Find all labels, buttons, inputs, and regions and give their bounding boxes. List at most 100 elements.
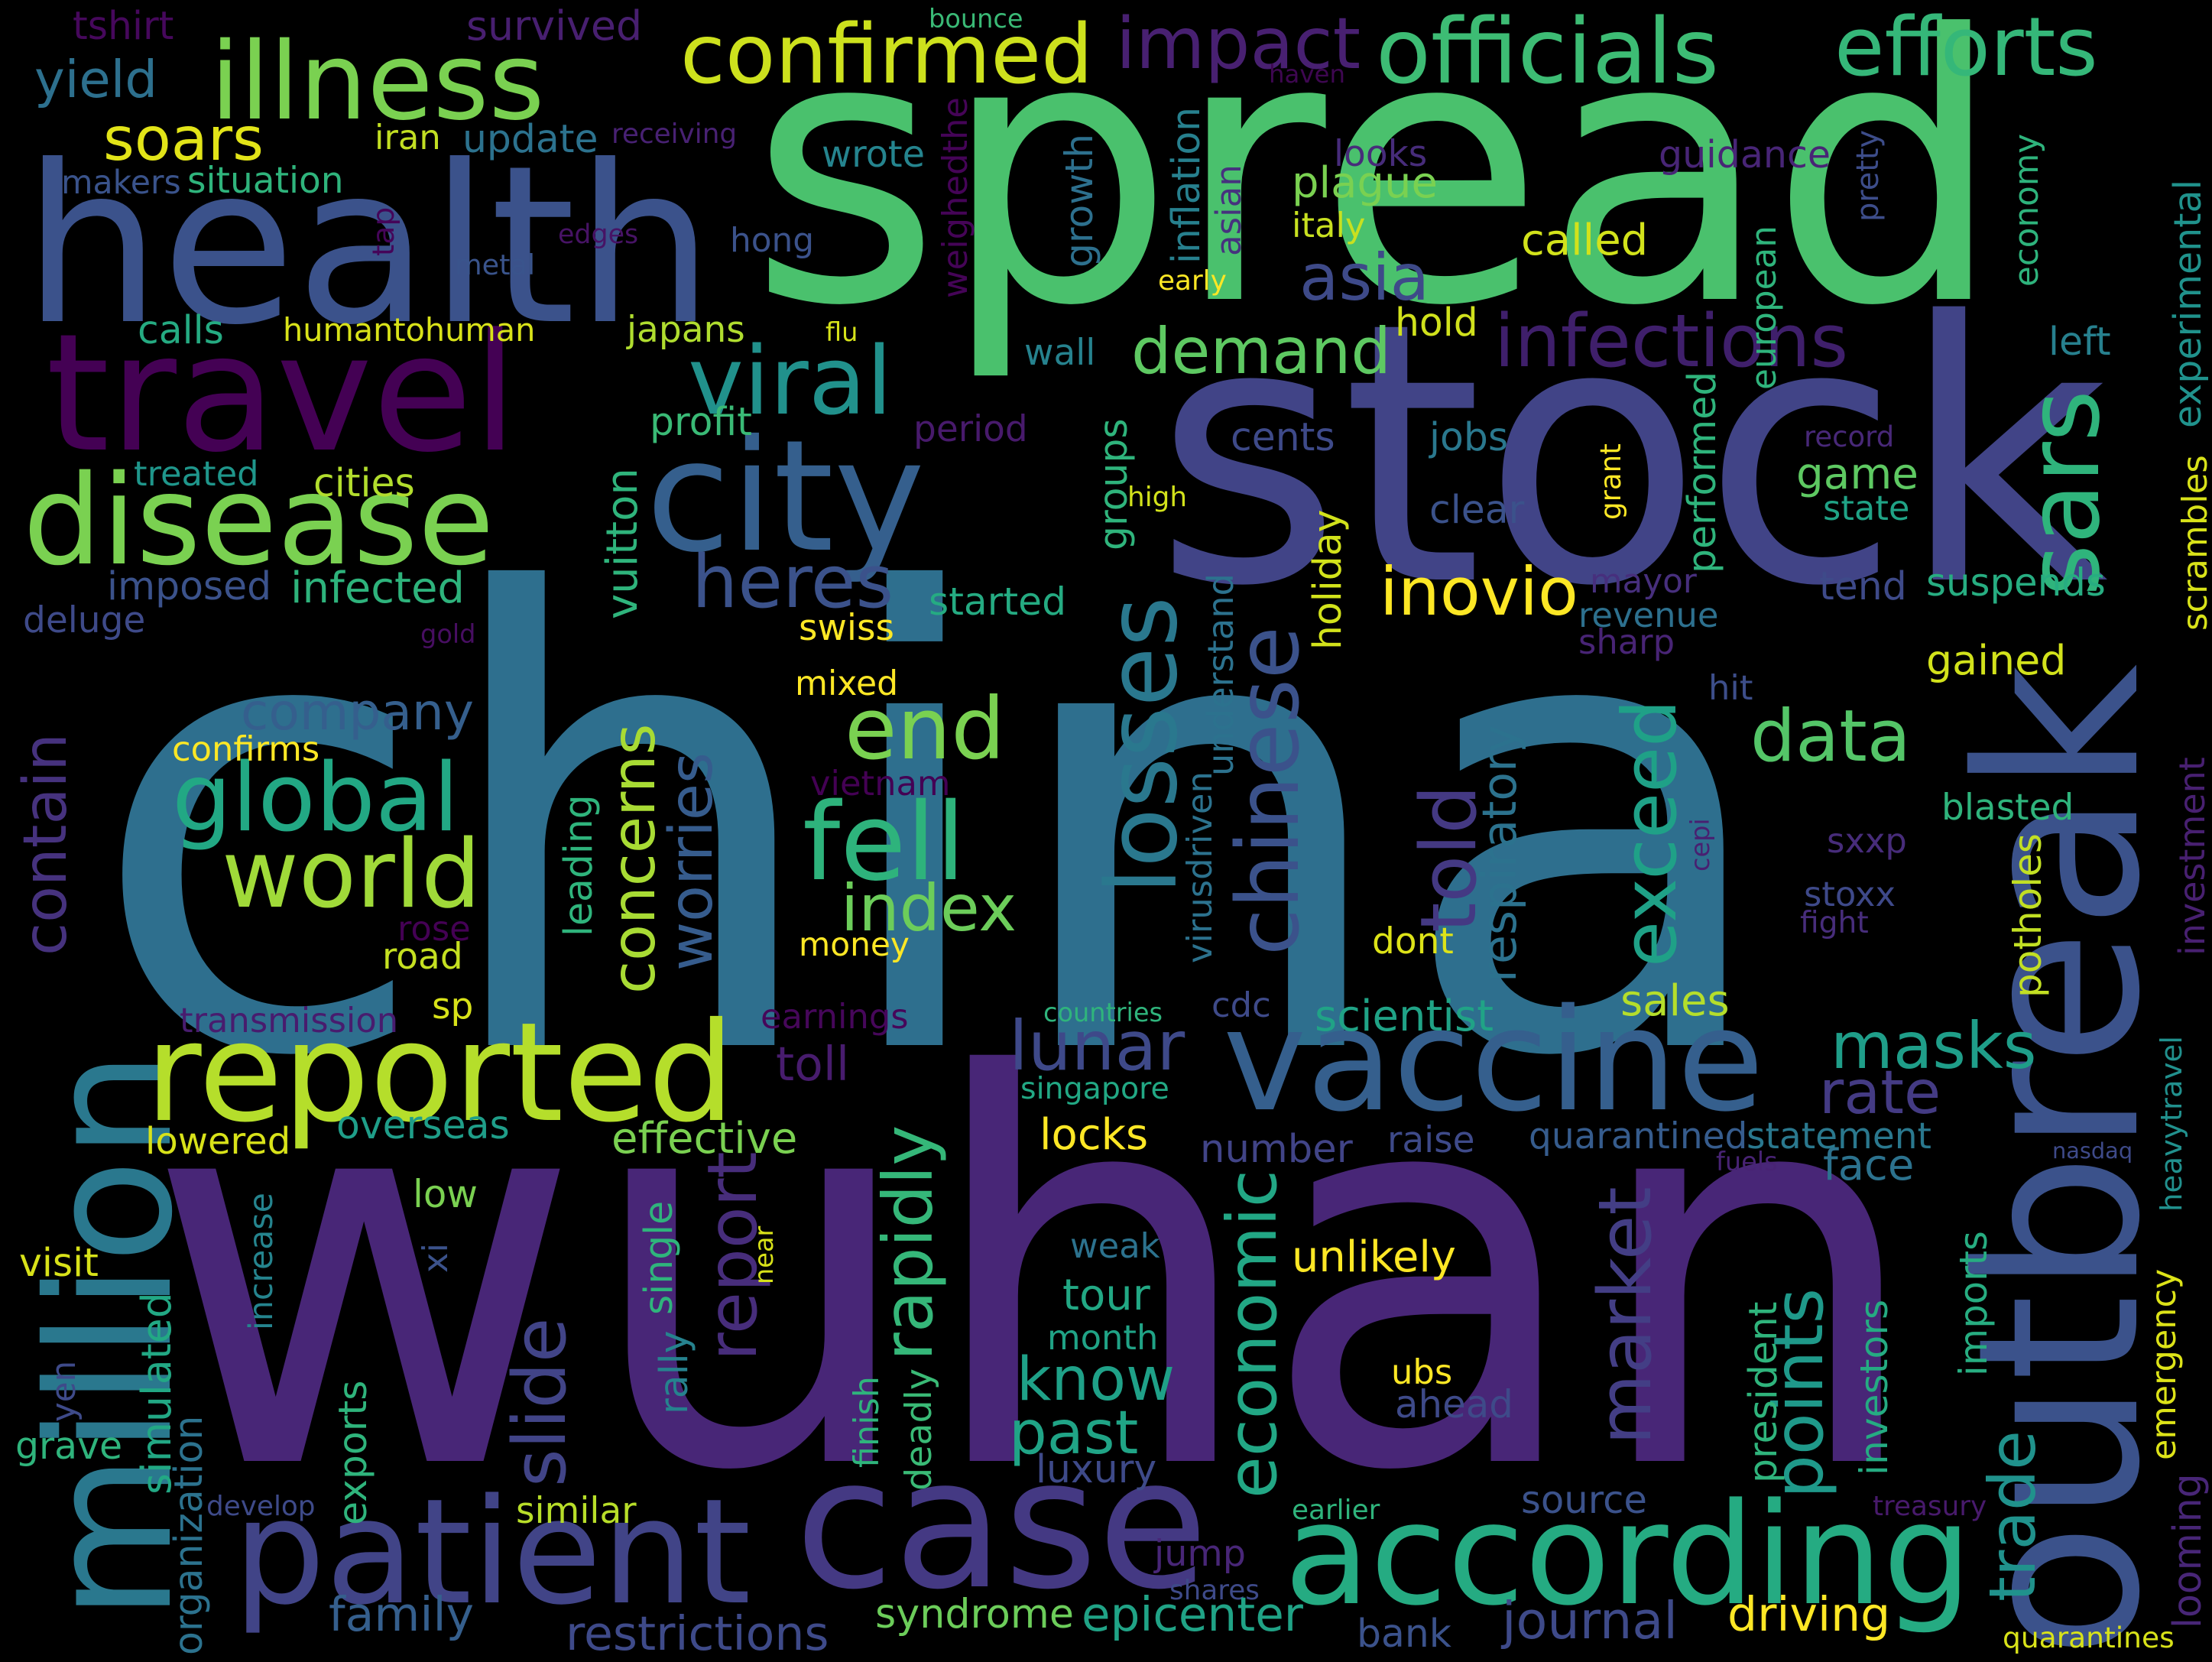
word-case: case — [795, 1420, 1208, 1630]
word-heavytravel: heavytravel — [2155, 1035, 2190, 1212]
word-fight: fight — [1800, 905, 1869, 940]
word-scrambles: scrambles — [2175, 455, 2212, 631]
word-finish: finish — [847, 1376, 887, 1468]
word-game: game — [1796, 449, 1918, 499]
word-grant: grant — [1593, 443, 1627, 520]
word-develop: develop — [206, 1491, 316, 1523]
word-yield: yield — [34, 50, 158, 110]
word-hit: hit — [1708, 667, 1753, 708]
word-grave: grave — [15, 1424, 123, 1469]
word-cepi: cepi — [1685, 818, 1716, 872]
word-rose: rose — [397, 907, 471, 949]
word-humantohuman: humantohuman — [283, 311, 536, 349]
word-makers: makers — [61, 163, 181, 202]
word-started: started — [929, 579, 1067, 625]
word-investors: investors — [1851, 1299, 1897, 1475]
word-wrote: wrote — [822, 133, 926, 176]
word-driving: driving — [1727, 1586, 1891, 1642]
word-city: city — [646, 407, 926, 587]
word-emergency: emergency — [2145, 1268, 2184, 1460]
word-experimental: experimental — [2166, 179, 2210, 428]
word-survived: survived — [466, 2, 643, 50]
word-similar: similar — [516, 1489, 637, 1532]
word-impact: impact — [1116, 2, 1361, 85]
word-vaccine: vaccine — [1223, 978, 1764, 1144]
word-potholes: potholes — [2005, 833, 2050, 998]
word-tend: tend — [1819, 563, 1907, 609]
word-journal: journal — [1502, 1590, 1678, 1651]
word-cities: cities — [313, 460, 415, 506]
word-respiratory: respiratory — [1471, 725, 1527, 982]
word-slide: slide — [498, 1317, 582, 1487]
word-imports: imports — [1951, 1231, 1996, 1376]
word-fuels: fuels — [1716, 1147, 1778, 1177]
word-disease: disease — [23, 449, 495, 594]
word-source: source — [1521, 1477, 1648, 1522]
word-iran: iran — [375, 116, 441, 157]
word-cdc: cdc — [1211, 984, 1271, 1025]
word-dont: dont — [1372, 920, 1454, 962]
word-imposed: imposed — [107, 563, 272, 609]
word-vietnam: vietnam — [810, 762, 951, 803]
word-rally: rally — [651, 1330, 697, 1414]
word-quarantines: quarantines — [2003, 1620, 2175, 1654]
word-singapore: singapore — [1020, 1071, 1169, 1107]
word-soars: soars — [103, 104, 264, 174]
word-single: single — [636, 1200, 682, 1315]
word-deadly: deadly — [897, 1368, 940, 1491]
word-number: number — [1200, 1126, 1353, 1173]
word-profit: profit — [650, 399, 752, 445]
word-demand: demand — [1131, 313, 1391, 388]
word-wuhan: wuhan — [145, 965, 1927, 1588]
word-weighedthe: weighedthe — [934, 97, 975, 298]
word-market: market — [1583, 1186, 1668, 1445]
word-sp: sp — [432, 985, 474, 1027]
word-toll: toll — [776, 1036, 850, 1092]
word-trade: trade — [1974, 1430, 2050, 1602]
word-masks: masks — [1831, 1008, 2037, 1083]
word-world: world — [222, 820, 482, 930]
word-exports: exports — [330, 1380, 376, 1525]
word-asian: asian — [1208, 164, 1249, 256]
word-index: index — [841, 870, 1017, 946]
word-deluge: deluge — [23, 599, 146, 641]
word-guidance: guidance — [1659, 133, 1831, 177]
word-quarantined: quarantined — [1529, 1115, 1748, 1157]
word-bank: bank — [1357, 1611, 1451, 1657]
word-looks: looks — [1334, 132, 1428, 175]
word-month: month — [1047, 1316, 1159, 1358]
word-lunar: lunar — [1009, 1007, 1185, 1087]
word-spread: spread — [749, 0, 2004, 387]
word-hold: hold — [1395, 300, 1478, 346]
word-confirmed: confirmed — [680, 8, 1094, 102]
word-locks: locks — [1040, 1110, 1149, 1160]
word-low: low — [413, 1171, 478, 1216]
word-italy: italy — [1292, 204, 1366, 245]
word-heres: heres — [692, 540, 894, 625]
word-unlikely: unlikely — [1292, 1232, 1456, 1283]
word-president: president — [1740, 1301, 1786, 1483]
word-edges: edges — [558, 219, 639, 251]
word-economic: economic — [1213, 1170, 1293, 1498]
word-earnings: earnings — [761, 995, 909, 1037]
word-xi: xi — [414, 1243, 456, 1273]
word-raise: raise — [1387, 1118, 1475, 1161]
word-exceed: exceed — [1607, 699, 1695, 967]
word-worries: worries — [656, 751, 726, 971]
word-receiving: receiving — [611, 118, 738, 151]
word-performed: performed — [1679, 371, 1725, 573]
word-illness: illness — [210, 19, 545, 144]
word-haven: haven — [1269, 59, 1346, 89]
word-metal: metal — [455, 248, 536, 282]
word-patient: patient — [233, 1466, 751, 1637]
word-gold: gold — [420, 619, 476, 650]
word-understand: understand — [1200, 573, 1242, 776]
word-ahead: ahead — [1395, 1381, 1513, 1427]
word-tour: tour — [1062, 1271, 1150, 1320]
word-epicenter: epicenter — [1082, 1587, 1303, 1642]
word-overseas: overseas — [336, 1102, 510, 1148]
word-european: european — [1743, 225, 1784, 390]
word-stoxx: stoxx — [1804, 873, 1896, 914]
word-growth: growth — [1056, 133, 1102, 268]
word-rapidly: rapidly — [869, 1125, 949, 1361]
